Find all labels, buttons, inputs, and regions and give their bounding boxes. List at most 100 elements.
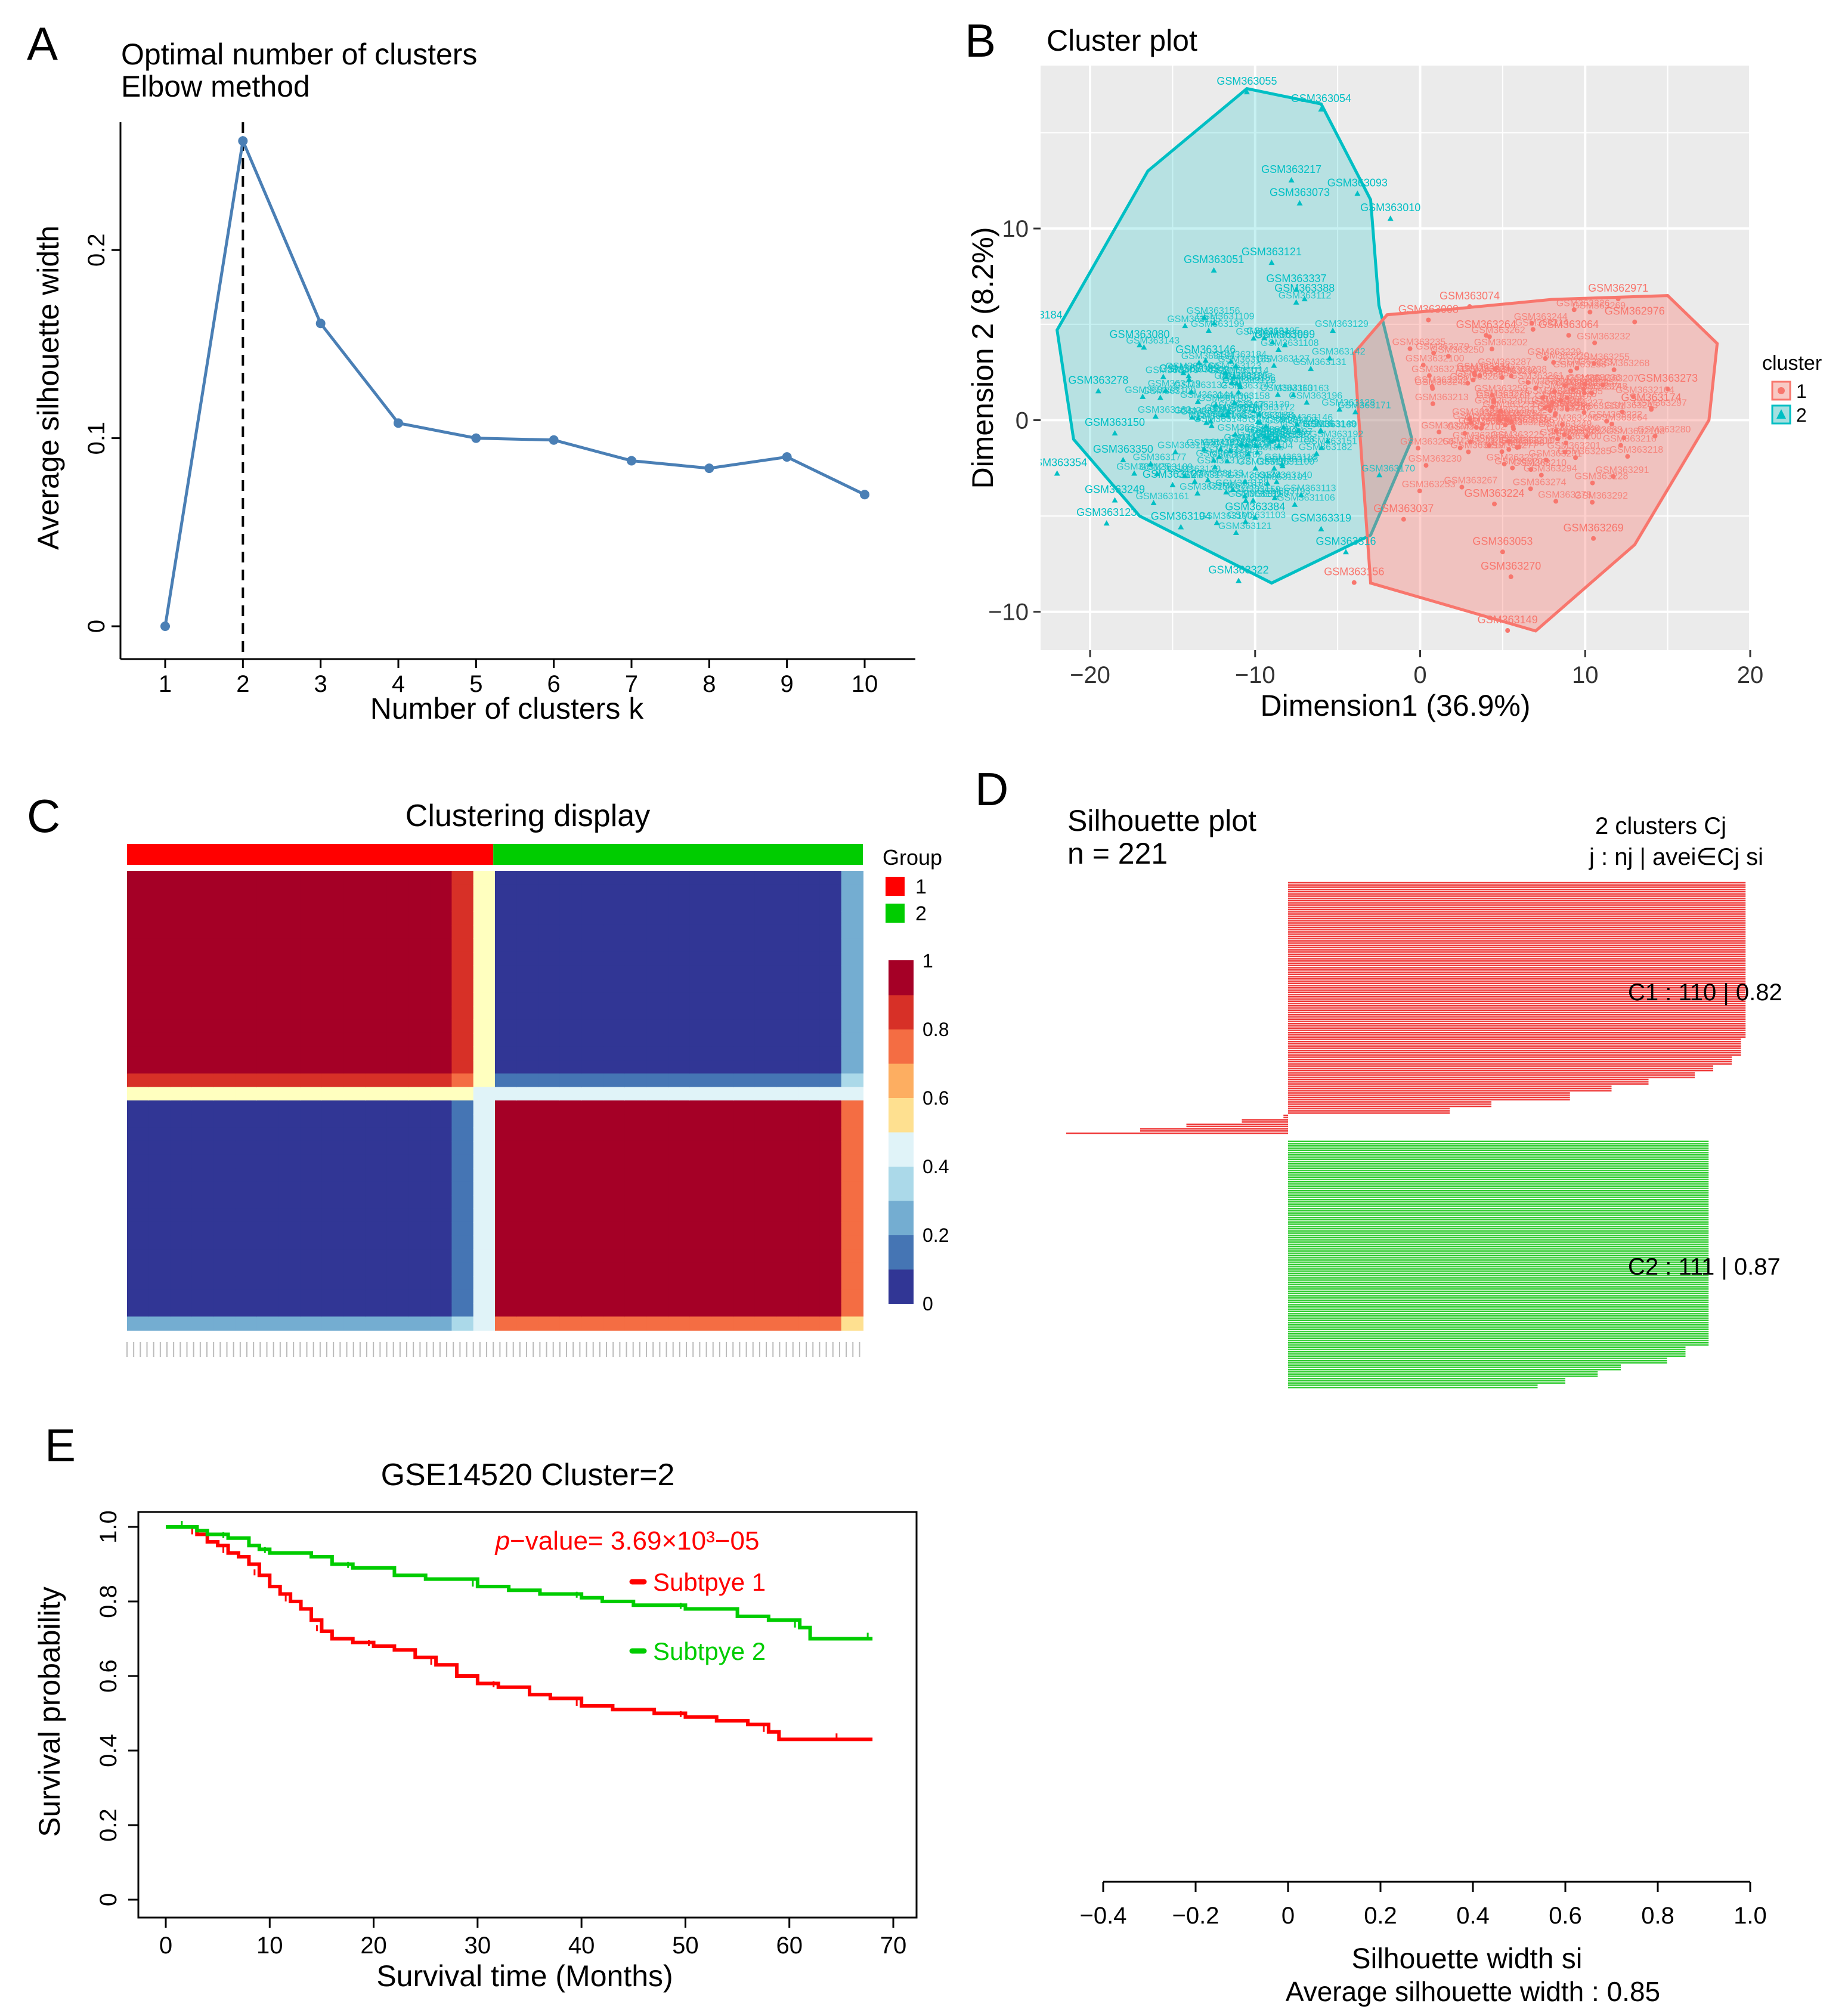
panel-c-heat-cell	[343, 1087, 366, 1101]
panel-b-point-label: GSM363104	[1239, 441, 1293, 451]
panel-c-heat-cell	[451, 884, 474, 899]
panel-c-heat-cell	[646, 1073, 669, 1088]
panel-c-heat-cell	[451, 1235, 474, 1250]
panel-b-point-cluster-1	[1631, 394, 1636, 400]
panel-c-heat-cell	[473, 1276, 496, 1291]
panel-c-heat-cell	[408, 1154, 431, 1169]
panel-b-point-cluster-1	[1462, 431, 1468, 436]
panel-c-heat-cell	[819, 1060, 842, 1074]
panel-c-heat-cell	[538, 1100, 561, 1115]
panel-c-heat-cell	[191, 992, 215, 1007]
panel-c-heat-cell	[624, 911, 648, 926]
panel-c-heat-cell	[235, 1249, 258, 1263]
panel-c-heat-cell	[430, 1262, 453, 1277]
panel-c-heat-cell	[213, 1290, 236, 1304]
panel-c-heat-cell	[148, 1019, 171, 1034]
panel-a-point	[238, 136, 248, 146]
panel-c-heat-cell	[668, 1019, 691, 1034]
panel-c-heat-cell	[538, 1195, 561, 1210]
panel-b-point-label: GSM363276	[1462, 364, 1515, 375]
panel-c-heat-cell	[148, 911, 171, 926]
panel-c-heat-cell	[170, 1127, 193, 1142]
panel-c-heat-cell	[733, 1154, 756, 1169]
panel-c-heat-cell	[451, 898, 474, 912]
panel-b-point-cluster-2	[1318, 428, 1324, 434]
panel-c-heat-cell	[819, 1303, 842, 1318]
panel-b-point-label: GSM363054	[1291, 92, 1351, 104]
panel-b-point-cluster-2	[1230, 486, 1236, 492]
panel-b-point-label: GSM363127	[1143, 468, 1203, 480]
panel-c-heat-cell	[495, 1195, 518, 1210]
panel-c-heat-cell	[798, 898, 821, 912]
panel-b-point-label: GSM363073	[1270, 186, 1330, 198]
panel-c-heat-cell	[689, 1032, 712, 1047]
panel-b-point-label: GSM363319	[1291, 512, 1351, 524]
panel-b-point-cluster-2	[1290, 392, 1296, 398]
panel-b-point-label: GSM363131	[1293, 357, 1346, 367]
panel-c-heat-cell	[235, 951, 258, 966]
panel-c-heat-cell	[711, 1114, 734, 1128]
panel-b-point-cluster-2	[1196, 360, 1202, 366]
panel-c-heat-cell	[408, 911, 431, 926]
panel-b-point-label: GSM362971	[1588, 282, 1648, 294]
panel-c-heat-cell	[365, 1127, 388, 1142]
panel-b-point-cluster-1	[1566, 333, 1571, 338]
panel-b-point-cluster-1	[1573, 455, 1578, 460]
panel-b-point-cluster-2	[1243, 441, 1250, 447]
panel-b-point-label: GSM363267	[1444, 476, 1497, 486]
panel-c-heat-cell	[386, 1276, 409, 1291]
panel-c-heat-cell	[343, 1316, 366, 1331]
panel-c-heat-cell	[668, 1303, 691, 1318]
panel-b-point-label: GSM363144	[1180, 390, 1234, 400]
panel-c-heat-cell	[819, 1276, 842, 1291]
panel-c-heat-cell	[624, 1100, 648, 1115]
panel-c-heat-cell	[213, 1303, 236, 1318]
panel-c-heat-cell	[213, 1316, 236, 1331]
panel-b-title: Cluster plot	[1047, 24, 1197, 57]
panel-c-heat-cell	[321, 1127, 344, 1142]
panel-b-point-label: GSM363107	[1211, 400, 1264, 410]
panel-c-heat-cell	[603, 1168, 626, 1182]
panel-b-point-cluster-2	[1211, 320, 1217, 326]
panel-c-heat-cell	[733, 898, 756, 912]
panel-c-heat-cell	[819, 898, 842, 912]
panel-c-heat-cell	[646, 1154, 669, 1169]
panel-d-footer: Average silhouette width : 0.85	[1286, 1976, 1660, 2007]
panel-b-point-label: GSM363149	[1302, 419, 1356, 429]
panel-b-point-label: GSM363110	[1260, 383, 1313, 393]
panel-c-heat-cell	[170, 1276, 193, 1291]
panel-b-point-label: GSM363232	[1577, 332, 1630, 342]
panel-c-heat-cell	[711, 1168, 734, 1182]
panel-c-heat-cell	[689, 1208, 712, 1223]
panel-c-heat-cell	[148, 1114, 171, 1128]
panel-b-point-cluster-1	[1471, 378, 1476, 383]
panel-b-point-label: GSM363322	[1209, 564, 1269, 576]
panel-c-heat-cell	[321, 992, 344, 1007]
panel-c-heat-cell	[430, 1181, 453, 1196]
panel-b-point-cluster-1	[1581, 386, 1586, 392]
panel-c-heat-cell	[213, 1073, 236, 1088]
panel-b-point-label: GSM363243	[1604, 401, 1658, 411]
panel-b-point-label: GSM363120	[1167, 465, 1221, 475]
panel-b-point-label: GSM363291	[1596, 465, 1649, 475]
panel-b-point-label: GSM363053	[1472, 535, 1533, 547]
panel-c-heat-cell	[365, 1060, 388, 1074]
panel-c-heat-cell	[538, 1222, 561, 1236]
panel-c-heat-cell	[127, 1316, 150, 1331]
panel-b-point-cluster-2	[1224, 457, 1231, 463]
panel-c-heat-cell	[711, 1019, 734, 1034]
panel-b-point-cluster-2	[1264, 480, 1271, 486]
panel-c-heat-cell	[256, 1060, 280, 1074]
panel-b-point-cluster-1	[1587, 310, 1593, 315]
panel-b-point-cluster-1	[1544, 457, 1549, 463]
panel-c-heat-cell	[256, 898, 280, 912]
panel-b-point-cluster-1	[1516, 444, 1522, 450]
panel-c-heat-cell	[386, 1168, 409, 1182]
panel-c-heat-cell	[191, 938, 215, 953]
panel-c-heat-cell	[711, 1060, 734, 1074]
panel-c-heat-cell	[300, 911, 323, 926]
panel-b-point-label: GSM363055	[1216, 75, 1277, 87]
panel-b-point-cluster-2	[1354, 190, 1361, 196]
panel-c-heat-cell	[538, 1290, 561, 1304]
panel-c-heat-cell	[386, 1181, 409, 1196]
